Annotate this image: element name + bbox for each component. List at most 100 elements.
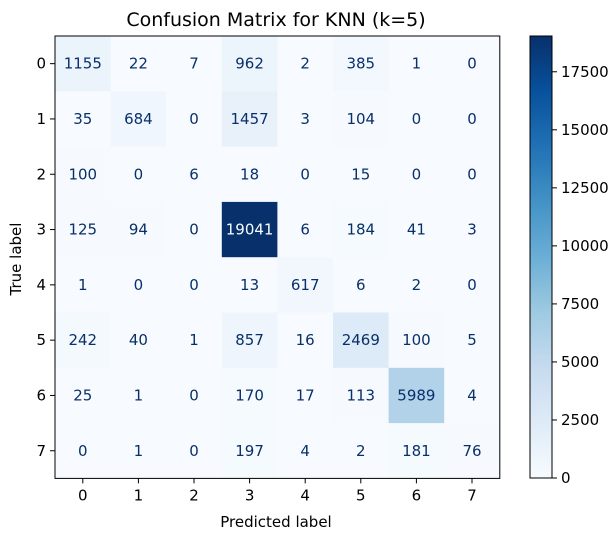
heatmap-cell bbox=[166, 367, 223, 424]
cell-value-label: 25 bbox=[73, 386, 92, 404]
cell-value-label: 104 bbox=[346, 110, 375, 128]
cell-value-label: 0 bbox=[134, 165, 144, 183]
heatmap-cell bbox=[333, 312, 390, 369]
heatmap-cell bbox=[55, 423, 112, 479]
heatmap-cell bbox=[444, 36, 501, 92]
heatmap-cell bbox=[110, 312, 167, 369]
cell-value-label: 0 bbox=[467, 55, 477, 73]
x-tick-label: 7 bbox=[467, 486, 477, 504]
heatmap-cell bbox=[166, 146, 223, 203]
cell-value-label: 0 bbox=[189, 386, 199, 404]
heatmap-cell bbox=[166, 201, 223, 258]
heatmap-cell bbox=[221, 423, 278, 479]
cell-value-label: 170 bbox=[235, 386, 264, 404]
x-tick-label: 5 bbox=[356, 486, 366, 504]
heatmap-cell bbox=[277, 367, 334, 424]
heatmap-cell bbox=[388, 146, 445, 203]
heatmap-cell bbox=[221, 201, 278, 258]
x-tick-label: 6 bbox=[412, 486, 422, 504]
heatmap-cell bbox=[277, 423, 334, 479]
heatmap-cell bbox=[388, 257, 445, 313]
colorbar-tick-label: 17500 bbox=[561, 63, 609, 81]
heatmap-cell bbox=[55, 257, 112, 313]
cell-value-label: 6 bbox=[300, 221, 310, 239]
cell-value-label: 94 bbox=[129, 221, 148, 239]
cell-value-label: 3 bbox=[300, 110, 310, 128]
heatmap-cell bbox=[221, 91, 278, 148]
heatmap-cell bbox=[333, 367, 390, 424]
cell-value-label: 0 bbox=[189, 221, 199, 239]
y-tick-label: 0 bbox=[36, 55, 46, 73]
cell-value-label: 113 bbox=[346, 386, 375, 404]
y-tick-label: 4 bbox=[36, 276, 46, 294]
cell-value-label: 0 bbox=[300, 165, 310, 183]
cell-value-label: 0 bbox=[189, 110, 199, 128]
heatmap-cells bbox=[55, 36, 501, 479]
heatmap-cell bbox=[55, 91, 112, 148]
cell-value-label: 5989 bbox=[397, 386, 435, 404]
heatmap-cell bbox=[444, 146, 501, 203]
cell-value-label: 35 bbox=[73, 110, 92, 128]
cell-value-label: 2469 bbox=[342, 331, 380, 349]
y-tick-label: 2 bbox=[36, 165, 46, 183]
heatmap-cell bbox=[166, 36, 223, 92]
heatmap-cell bbox=[55, 312, 112, 369]
cell-value-label: 0 bbox=[189, 442, 199, 460]
cell-value-label: 0 bbox=[189, 276, 199, 294]
cell-value-label: 1 bbox=[134, 386, 144, 404]
cell-value-label: 1 bbox=[134, 442, 144, 460]
cell-value-label: 242 bbox=[68, 331, 97, 349]
cell-value-label: 4 bbox=[467, 386, 477, 404]
x-tick-label: 3 bbox=[245, 486, 255, 504]
heatmap-cell bbox=[444, 367, 501, 424]
cell-value-label: 6 bbox=[189, 165, 199, 183]
plot-frame bbox=[54, 35, 501, 479]
heatmap-cell bbox=[277, 91, 334, 148]
heatmap-cell bbox=[444, 423, 501, 479]
heatmap-cell bbox=[221, 146, 278, 203]
heatmap-cell bbox=[277, 36, 334, 92]
cell-value-label: 76 bbox=[462, 442, 481, 460]
chart-title: Confusion Matrix for KNN (k=5) bbox=[126, 9, 425, 31]
heatmap-cell bbox=[55, 201, 112, 258]
heatmap-cell bbox=[221, 367, 278, 424]
colorbar-tick-label: 12500 bbox=[561, 179, 609, 197]
cell-value-label: 41 bbox=[407, 221, 426, 239]
heatmap-cell bbox=[166, 312, 223, 369]
cell-value-label: 40 bbox=[129, 331, 148, 349]
cell-value-label: 2 bbox=[356, 442, 366, 460]
heatmap-cell bbox=[388, 91, 445, 148]
cell-value-label: 0 bbox=[467, 110, 477, 128]
colorbar-axis: 0 2500 5000 7500 10000 12500 15000 17500 bbox=[552, 63, 609, 487]
heatmap-cell bbox=[55, 146, 112, 203]
heatmap-cell bbox=[221, 36, 278, 92]
cell-value-label: 1 bbox=[189, 331, 199, 349]
heatmap-cell bbox=[221, 257, 278, 313]
cell-value-label: 1 bbox=[78, 276, 88, 294]
cell-value-label: 15 bbox=[351, 165, 370, 183]
cell-value-label: 100 bbox=[68, 165, 97, 183]
y-axis: 0 1 2 3 4 5 6 7 bbox=[36, 55, 55, 460]
heatmap-cell bbox=[166, 257, 223, 313]
heatmap-cell bbox=[110, 91, 167, 148]
heatmap-cell bbox=[221, 312, 278, 369]
cell-value-label: 2 bbox=[300, 55, 310, 73]
heatmap-cell bbox=[110, 201, 167, 258]
cell-value-label: 5 bbox=[467, 331, 477, 349]
heatmap-cell bbox=[444, 312, 501, 369]
cell-value-label: 385 bbox=[346, 55, 375, 73]
cell-value-label: 617 bbox=[291, 276, 320, 294]
cell-value-label: 0 bbox=[78, 442, 88, 460]
cell-value-label: 197 bbox=[235, 442, 264, 460]
colorbar-tick-label: 15000 bbox=[561, 121, 609, 139]
heatmap-cell bbox=[444, 91, 501, 148]
colorbar bbox=[529, 35, 553, 479]
heatmap-cell bbox=[333, 91, 390, 148]
cell-value-label: 13 bbox=[240, 276, 259, 294]
y-tick-label: 1 bbox=[36, 110, 46, 128]
heatmap-cell bbox=[166, 423, 223, 479]
heatmap-cell bbox=[110, 146, 167, 203]
heatmap-cell bbox=[333, 257, 390, 313]
heatmap-cell bbox=[333, 146, 390, 203]
